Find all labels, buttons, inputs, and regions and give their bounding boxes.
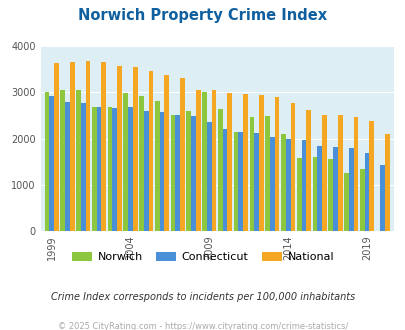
- Bar: [285, 139, 290, 231]
- Bar: [117, 66, 121, 231]
- Text: Crime Index corresponds to incidents per 100,000 inhabitants: Crime Index corresponds to incidents per…: [51, 292, 354, 302]
- Bar: [321, 115, 326, 231]
- Bar: [159, 112, 164, 231]
- Bar: [328, 159, 332, 231]
- Bar: [317, 146, 321, 231]
- Text: © 2025 CityRating.com - https://www.cityrating.com/crime-statistics/: © 2025 CityRating.com - https://www.city…: [58, 322, 347, 330]
- Bar: [85, 61, 90, 231]
- Bar: [76, 90, 81, 231]
- Bar: [258, 95, 263, 231]
- Bar: [249, 117, 254, 231]
- Bar: [274, 97, 279, 231]
- Bar: [254, 133, 258, 231]
- Legend: Norwich, Connecticut, National: Norwich, Connecticut, National: [67, 248, 338, 267]
- Bar: [164, 75, 169, 231]
- Bar: [305, 110, 310, 231]
- Text: Norwich Property Crime Index: Norwich Property Crime Index: [78, 8, 327, 23]
- Bar: [186, 111, 191, 231]
- Bar: [269, 137, 274, 231]
- Bar: [301, 141, 305, 231]
- Bar: [132, 67, 137, 231]
- Bar: [96, 107, 101, 231]
- Bar: [264, 116, 269, 231]
- Bar: [348, 148, 353, 231]
- Bar: [290, 104, 294, 231]
- Bar: [369, 121, 373, 231]
- Bar: [243, 94, 247, 231]
- Bar: [65, 102, 70, 231]
- Bar: [191, 116, 196, 231]
- Bar: [233, 132, 238, 231]
- Bar: [139, 96, 143, 231]
- Bar: [211, 90, 216, 231]
- Bar: [101, 62, 106, 231]
- Bar: [60, 90, 65, 231]
- Bar: [332, 147, 337, 231]
- Bar: [296, 157, 301, 231]
- Bar: [312, 157, 317, 231]
- Bar: [222, 129, 227, 231]
- Bar: [202, 92, 207, 231]
- Bar: [175, 115, 180, 231]
- Bar: [280, 134, 285, 231]
- Bar: [128, 107, 132, 231]
- Bar: [49, 96, 54, 231]
- Bar: [112, 108, 117, 231]
- Bar: [196, 90, 200, 231]
- Bar: [54, 63, 59, 231]
- Bar: [123, 93, 128, 231]
- Bar: [92, 107, 96, 231]
- Bar: [45, 92, 49, 231]
- Bar: [107, 107, 112, 231]
- Bar: [379, 165, 384, 231]
- Bar: [238, 132, 243, 231]
- Bar: [207, 122, 211, 231]
- Bar: [180, 78, 184, 231]
- Bar: [170, 115, 175, 231]
- Bar: [81, 103, 85, 231]
- Bar: [364, 153, 369, 231]
- Bar: [155, 101, 159, 231]
- Bar: [353, 117, 358, 231]
- Bar: [359, 169, 364, 231]
- Bar: [337, 115, 342, 231]
- Bar: [143, 111, 148, 231]
- Bar: [227, 93, 232, 231]
- Bar: [384, 134, 389, 231]
- Bar: [148, 71, 153, 231]
- Bar: [217, 109, 222, 231]
- Bar: [343, 173, 348, 231]
- Bar: [70, 62, 75, 231]
